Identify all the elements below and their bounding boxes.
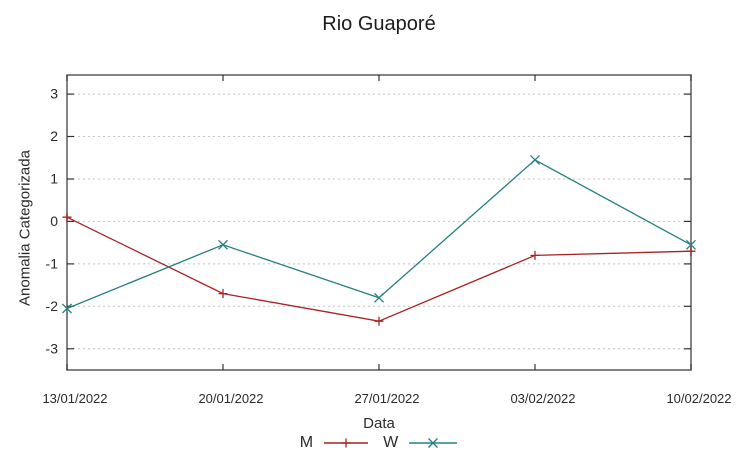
y-tick-label: 1: [50, 171, 58, 187]
plus-marker-icon: [530, 250, 540, 260]
chart-title: Rio Guaporé: [322, 13, 436, 35]
plus-marker-icon: [341, 438, 351, 448]
x-tick-label: 10/02/2022: [666, 391, 731, 406]
y-tick-label: -1: [46, 255, 59, 271]
x-tick-label: 03/02/2022: [510, 391, 575, 406]
x-tick-label: 13/01/2022: [42, 391, 107, 406]
cross-marker-icon: [374, 292, 384, 303]
series-W-line: [66, 159, 692, 310]
x-tick-label: 27/01/2022: [354, 391, 419, 406]
cross-marker-icon: [428, 438, 439, 448]
legend-sample-w-line-icon: [409, 438, 458, 448]
series-M-line: [66, 216, 692, 322]
plus-marker-icon: [62, 212, 72, 222]
plus-marker-icon: [686, 246, 696, 256]
plus-marker-icon: [374, 316, 384, 326]
plus-marker-icon: [218, 289, 228, 299]
legend-label-m: M: [299, 434, 314, 451]
y-tick-label: -3: [46, 340, 59, 356]
legend-sample-m-line-icon: [324, 438, 369, 448]
cross-marker-icon: [686, 239, 696, 250]
legend-label-w: W: [383, 434, 399, 451]
x-tick-label: 20/01/2022: [198, 391, 263, 406]
y-tick-label: 2: [50, 128, 58, 144]
series-M: [62, 212, 696, 326]
cross-marker-icon: [218, 239, 228, 250]
legend: M W: [67, 434, 691, 452]
y-tick-label: 3: [50, 86, 58, 102]
cross-marker-icon: [62, 303, 72, 314]
y-tick-label: -2: [46, 298, 59, 314]
cross-marker-icon: [530, 154, 540, 165]
series-W: [62, 154, 696, 314]
y-tick-label: 0: [50, 213, 58, 229]
plot-border: [66, 74, 692, 371]
x-axis-title: Data: [363, 415, 395, 432]
